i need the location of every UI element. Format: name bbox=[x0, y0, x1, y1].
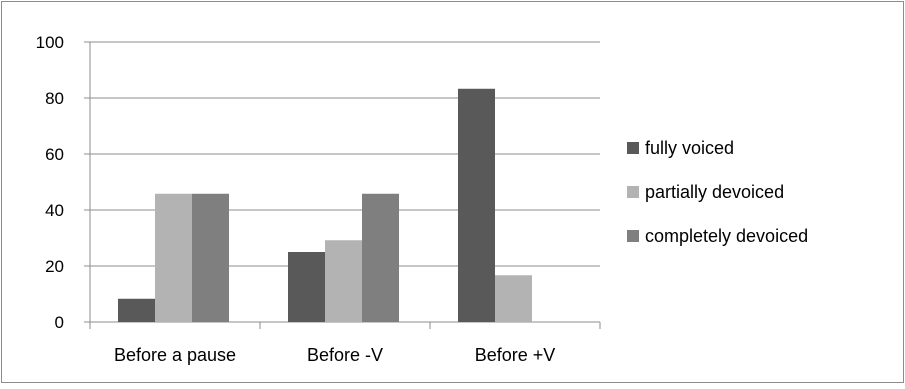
bar-partially-devoiced-2 bbox=[325, 240, 362, 322]
y-tick-label: 0 bbox=[55, 313, 64, 332]
y-tick-label: 100 bbox=[36, 33, 64, 52]
bar-fully-voiced-3 bbox=[458, 88, 495, 322]
y-tick-label: 60 bbox=[45, 145, 64, 164]
legend-label: fully voiced bbox=[645, 138, 734, 158]
legend-label: partially devoiced bbox=[645, 182, 784, 202]
tick-labels: 0 20 40 60 80 100 Before a pause Before -V Befor… bbox=[36, 33, 556, 365]
bar-partially-devoiced-1 bbox=[155, 193, 192, 322]
y-tick-label: 20 bbox=[45, 257, 64, 276]
bar-partially-devoiced-3 bbox=[495, 275, 532, 322]
bar-completely-devoiced-2 bbox=[362, 193, 399, 322]
y-tick-label: 40 bbox=[45, 201, 64, 220]
legend-swatch bbox=[627, 142, 639, 154]
legend: fully voiced partially devoiced completely… bbox=[627, 138, 808, 246]
bar-fully-voiced-2 bbox=[288, 252, 325, 322]
x-tick-label: Before +V bbox=[475, 345, 556, 365]
legend-swatch bbox=[627, 230, 639, 242]
legend-label: completely devoiced bbox=[645, 226, 808, 246]
legend-swatch bbox=[627, 186, 639, 198]
bars bbox=[118, 88, 532, 322]
x-tick-label: Before -V bbox=[307, 345, 383, 365]
x-tick-label: Before a pause bbox=[114, 345, 236, 365]
bar-fully-voiced-1 bbox=[118, 298, 155, 322]
y-tick-label: 80 bbox=[45, 89, 64, 108]
bar-completely-devoiced-1 bbox=[192, 193, 229, 322]
